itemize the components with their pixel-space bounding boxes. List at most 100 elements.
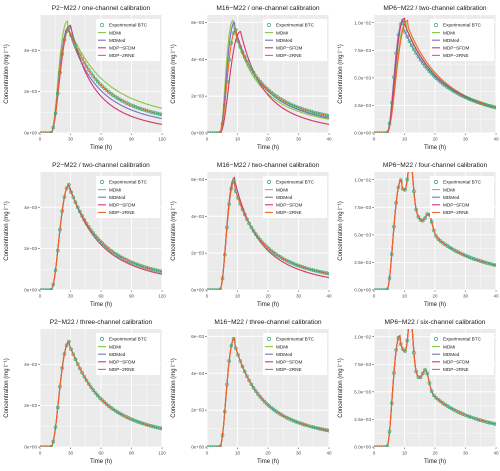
experimental-point	[238, 45, 243, 49]
legend-label: MDP−2RNE	[443, 53, 469, 58]
experimental-point	[47, 131, 51, 133]
x-axis-title: Time (h)	[257, 459, 279, 465]
experimental-point	[392, 371, 396, 375]
experimental-point	[209, 445, 214, 447]
experimental-point	[209, 131, 214, 133]
y-tick-label: 6e−03	[191, 177, 204, 182]
legend-label: MDP−SFDM	[109, 360, 136, 365]
x-tick-label: 10	[402, 137, 408, 142]
experimental-point	[144, 422, 149, 427]
experimental-point	[51, 439, 56, 444]
x-tick-label: 40	[493, 451, 499, 456]
experimental-point	[298, 264, 302, 269]
experimental-point	[214, 445, 218, 447]
experimental-point	[387, 121, 392, 126]
experimental-point	[211, 131, 216, 133]
legend-box	[96, 19, 160, 61]
experimental-point	[309, 424, 314, 429]
experimental-point	[91, 388, 96, 392]
experimental-point	[100, 241, 104, 245]
experimental-point	[256, 235, 260, 239]
experimental-point	[67, 25, 71, 30]
experimental-point	[438, 239, 443, 243]
x-tick-label: 40	[493, 137, 499, 142]
experimental-point	[256, 77, 260, 81]
experimental-point	[129, 103, 133, 107]
experimental-point	[67, 182, 71, 187]
experimental-point	[472, 257, 476, 261]
series-group	[40, 20, 162, 133]
experimental-point	[460, 94, 465, 98]
experimental-point	[126, 259, 131, 263]
experimental-point	[140, 107, 144, 111]
chart-panel-2: M16−M22 / one-channel calibration 0 10 20 30…	[171, 5, 332, 151]
experimental-point	[381, 445, 385, 447]
y-tick-label: 2.5e−03	[354, 103, 371, 108]
experimental-point	[78, 366, 82, 371]
experimental-point	[405, 177, 410, 182]
experimental-point	[293, 419, 298, 424]
legend-label: MDMi	[109, 187, 121, 192]
experimental-point	[300, 265, 305, 269]
experimental-point	[44, 288, 49, 290]
x-tick-label: 30	[463, 137, 469, 142]
experimental-point	[84, 64, 89, 69]
experimental-point	[42, 445, 47, 447]
legend-label: MDMed	[276, 352, 293, 357]
experimental-point	[489, 262, 494, 266]
experimental-point	[385, 287, 390, 290]
experimental-point	[311, 110, 316, 115]
series-group	[207, 19, 329, 133]
x-tick-label: 10	[235, 451, 241, 456]
x-tick-label: 20	[265, 451, 271, 456]
x-tick-label: 40	[326, 451, 332, 456]
experimental-point	[383, 445, 387, 447]
x-tick-label: 30	[463, 294, 469, 299]
panel-title: P2−M22 / two-channel calibration	[52, 162, 150, 169]
experimental-point	[89, 228, 93, 232]
experimental-point	[247, 63, 251, 68]
experimental-point	[324, 271, 329, 275]
experimental-point	[93, 77, 98, 81]
experimental-point	[142, 265, 147, 269]
legend-label: MDMed	[109, 352, 126, 357]
experimental-point	[135, 419, 140, 424]
experimental-point	[436, 397, 441, 402]
experimental-point	[240, 50, 245, 54]
experimental-point	[251, 386, 256, 390]
legend-label: Experimental BTC	[109, 337, 148, 342]
legend-key-point	[100, 337, 104, 341]
experimental-point	[491, 262, 496, 267]
experimental-point	[131, 104, 135, 108]
legend-label: MDP−SFDM	[443, 360, 470, 365]
experimental-point	[474, 417, 478, 421]
y-tick-label: 0.0e+00	[354, 445, 371, 450]
experimental-point	[387, 276, 392, 280]
chart-panel-7: P2−M22 / three-channel calibration 0 30 60 9…	[4, 319, 166, 465]
legend-box	[96, 176, 160, 218]
experimental-point	[489, 421, 494, 425]
experimental-point	[82, 60, 87, 65]
legend-box	[263, 19, 327, 61]
series-group	[374, 17, 496, 133]
experimental-point	[89, 385, 93, 389]
legend-label: MDP−SFDM	[443, 46, 470, 51]
chart-panel-3: MP6−M22 / two-channel calibration 0 10 20 30…	[338, 5, 499, 151]
experimental-point	[220, 433, 225, 438]
experimental-point	[267, 88, 271, 93]
experimental-point	[153, 268, 158, 272]
y-tick-label: 1.0e−02	[354, 334, 371, 339]
experimental-point	[55, 91, 60, 96]
experimental-point	[318, 426, 322, 431]
legend-label: MDMi	[443, 187, 455, 192]
experimental-point	[298, 106, 302, 111]
y-tick-label: 7.5e−03	[354, 48, 371, 53]
experimental-point	[229, 186, 234, 191]
legend-box	[430, 176, 494, 218]
panel-title: M16−M22 / one-channel calibration	[216, 5, 320, 12]
x-tick-label: 120	[158, 137, 166, 142]
legend-label: MDMed	[443, 195, 460, 200]
experimental-point	[394, 201, 398, 205]
experimental-point	[80, 213, 84, 218]
experimental-point	[69, 33, 73, 37]
